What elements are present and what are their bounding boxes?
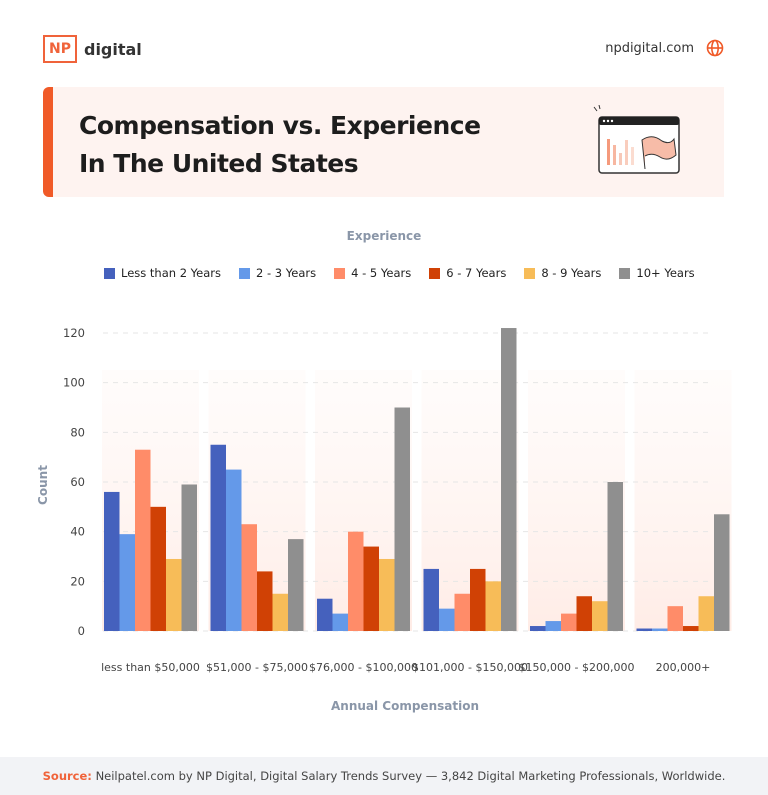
y-tick-label: 0 [78,624,85,638]
bar-4-5-years [348,531,364,631]
x-tick-label: $150,000 - $200,000 [519,661,635,674]
y-tick-label: 120 [63,326,85,340]
bar-8-9-years [272,593,288,631]
bar-8-9-years [592,601,608,631]
bar-less-than-2-years [317,598,333,631]
legend-item: 10+ Years [619,266,695,280]
bar-less-than-2-years [636,628,652,631]
bar-less-than-2-years [104,491,120,631]
footer-source: Source: Neilpatel.com by NP Digital, Dig… [0,757,768,795]
bar-8-9-years [698,596,714,631]
y-tick-label: 60 [70,475,85,489]
bar-6-7-years [683,626,699,631]
legend-label: 2 - 3 Years [256,266,317,280]
x-tick-label: $76,000 - $100,000 [309,661,418,674]
bar-4-5-years [241,524,257,631]
legend-swatch [429,267,441,279]
source-label: Source: [42,769,92,783]
bar-8-9-years [485,581,501,631]
bar-4-5-years [135,449,151,631]
bar-2-3-years [226,469,242,631]
source-text: Neilpatel.com by NP Digital, Digital Sal… [95,769,726,783]
bar-4-5-years [454,593,470,631]
title-banner: Compensation vs. Experience In The United… [43,87,724,197]
page-title: Compensation vs. Experience In The United… [79,107,481,183]
bar-10-years [501,328,517,631]
chart-window-illustration-icon [593,105,680,174]
site-url[interactable]: npdigital.com [605,40,694,56]
bar-10-years [288,539,304,631]
bar-6-7-years [150,506,166,631]
bar-less-than-2-years [423,568,439,631]
legend-swatch [619,267,631,279]
bar-6-7-years [576,596,592,631]
x-tick-label: 200,000+ [656,661,711,674]
legend-item: 2 - 3 Years [239,266,316,280]
bar-10-years [394,407,410,631]
legend-swatch [524,267,536,279]
legend-label: 10+ Years [636,266,695,280]
globe-icon [706,39,724,57]
y-tick-label: 80 [70,425,85,439]
bar-4-5-years [561,613,577,631]
bar-6-7-years [363,546,379,631]
y-tick-label: 100 [63,376,85,390]
legend-item: 8 - 9 Years [524,266,601,280]
legend-item: Less than 2 Years [104,266,221,280]
site-link[interactable]: npdigital.com [605,39,724,57]
logo-word: digital [83,39,142,59]
bar-10-years [181,484,197,631]
bar-10-years [714,514,730,631]
logo-mark: NP [43,35,77,63]
bar-6-7-years [257,571,273,631]
bar-4-5-years [667,606,683,631]
bar-2-3-years [652,628,668,631]
bar-2-3-years [545,621,561,631]
y-tick-label: 40 [70,525,85,539]
x-axis-label: Annual Compensation [331,699,479,713]
legend-title: Experience [346,229,422,243]
legend-swatch [104,267,115,279]
legend-label: Less than 2 Years [121,266,222,280]
legend: Less than 2 Years 2 - 3 Years 4 - 5 Years 6… [104,266,695,280]
bar-10-years [607,482,623,631]
bar-less-than-2-years [530,626,546,631]
bar-8-9-years [166,558,182,631]
y-tick-label: 20 [70,574,85,588]
legend-label: 6 - 7 Years [446,266,507,280]
bar-6-7-years [470,568,486,631]
x-tick-label: less than $50,000 [101,661,200,674]
bar-chart: 0 20 40 60 80 100 120 less than $50,000 $51,000 … [36,326,732,713]
bar-8-9-years [379,558,395,631]
np-digital-logo: NP digital [43,35,142,63]
title-line-2: In The United States [79,149,359,178]
legend-label: 8 - 9 Years [541,266,602,280]
y-axis-label: Count [36,465,50,505]
title-line-1: Compensation vs. Experience [79,111,481,140]
x-tick-label: $51,000 - $75,000 [206,661,308,674]
legend-swatch [334,267,346,279]
legend-swatch [239,267,251,279]
bar-2-3-years [332,613,348,631]
legend-item: 6 - 7 Years [429,266,506,280]
legend-label: 4 - 5 Years [351,266,412,280]
bar-2-3-years [439,608,455,631]
bar-2-3-years [119,534,135,631]
legend-item: 4 - 5 Years [334,266,411,280]
x-tick-label: $101,000 - $150,000 [412,661,528,674]
bar-less-than-2-years [210,444,226,631]
